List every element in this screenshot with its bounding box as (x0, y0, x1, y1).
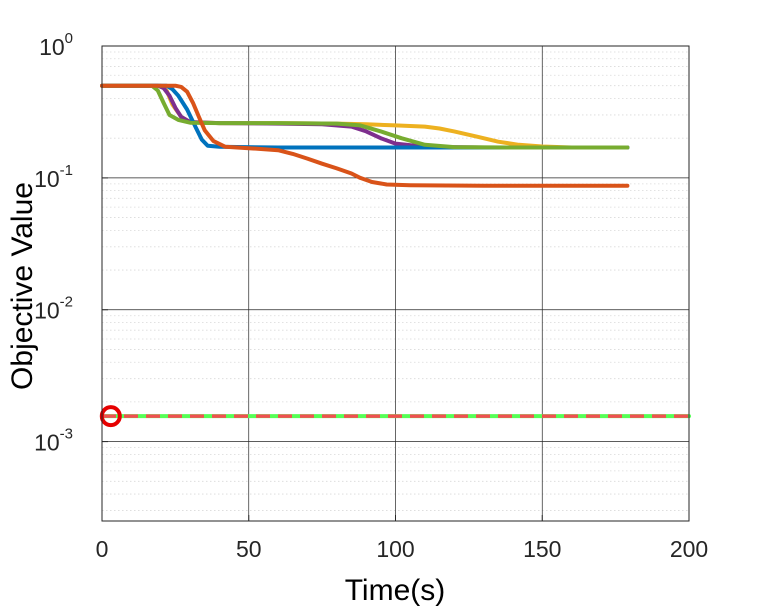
y-tick-label: 10-1 (34, 162, 73, 192)
plot-frame (101, 45, 690, 522)
y-tick-exponent: -2 (60, 294, 73, 311)
x-tick-label: 50 (236, 536, 262, 562)
series-line-3 (100, 83, 630, 150)
x-tick-label: 0 (96, 536, 109, 562)
x-axis-label: Time(s) (345, 574, 446, 607)
y-tick-base: 10 (39, 34, 65, 60)
y-tick-exponent: -3 (60, 426, 73, 443)
y-tick-label: 100 (39, 30, 73, 60)
y-tick-base: 10 (34, 430, 60, 456)
y-tick-label: 10-2 (34, 294, 73, 324)
y-tick-label: 10-3 (34, 426, 73, 456)
series-line-4 (100, 83, 630, 150)
x-tick-label: 200 (670, 536, 708, 562)
y-axis-label: Objective Value (6, 182, 39, 390)
x-tick-label: 150 (523, 536, 561, 562)
series-layer (100, 83, 691, 419)
y-tick-base: 10 (34, 166, 60, 192)
x-tick-labels: 0 50 100 150 200 (96, 536, 709, 562)
x-tick-label: 100 (376, 536, 414, 562)
y-tick-base: 10 (34, 298, 60, 324)
y-tick-exponent: 0 (65, 30, 73, 47)
series-line-5 (100, 83, 630, 188)
y-tick-exponent: -1 (60, 162, 73, 179)
